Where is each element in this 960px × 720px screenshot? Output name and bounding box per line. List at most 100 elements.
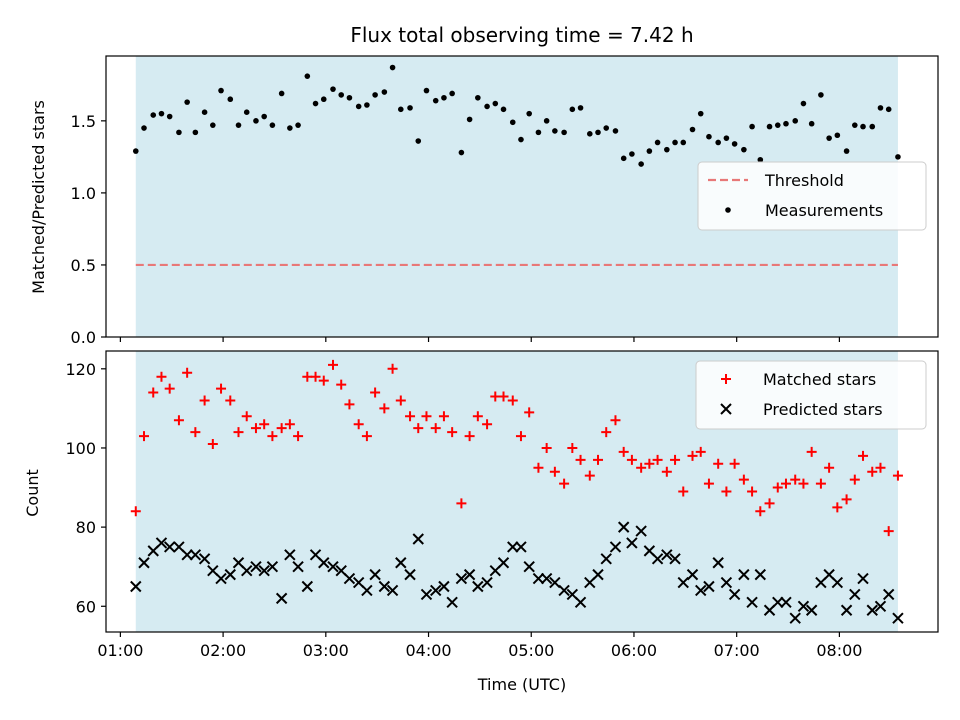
matched-star-point [747,486,758,497]
measurement-point [484,103,490,110]
y-tick-label: 0.0 [71,328,96,347]
matched-star-point [421,411,432,422]
predicted-star-point [163,541,176,553]
legend-matched-label: Matched stars [763,370,876,389]
matched-star-point [164,383,175,394]
x-tick-label: 01:00 [97,641,143,660]
matched-star-point [225,395,236,406]
measurement-point [741,146,747,153]
predicted-star-point [840,604,853,616]
top-panel-y-axis-label: Matched/Predicted stars [29,100,48,294]
predicted-star-point [481,576,493,589]
measurement-point [664,146,670,153]
matched-star-point [567,442,578,453]
matched-star-point [832,502,843,513]
predicted-star-point [703,580,715,593]
matched-star-point [755,506,766,517]
predicted-star-point [404,568,416,581]
predicted-star-point [772,596,784,609]
measurement-point [543,118,550,124]
measurement-point [235,122,242,128]
predicted-star-point [635,525,647,537]
matched-star-point [867,466,878,477]
matched-star-point [353,419,364,430]
predicted-star-point [695,584,707,597]
matched-star-point [515,431,526,442]
measurement-point [176,129,182,136]
matched-star-point [148,387,159,398]
x-tick-label: 08:00 [816,641,862,660]
matched-star-point [207,439,218,450]
matched-star-point [310,371,321,382]
predicted-star-point [669,553,681,565]
y-tick-label: 100 [65,439,96,458]
matched-star-point [328,359,339,370]
measurement-point [210,122,216,128]
predicted-star-point [412,533,424,545]
matched-star-point [182,367,193,378]
matched-star-point [379,403,390,414]
matched-star-point [507,395,518,406]
matched-star-point [395,395,406,406]
predicted-star-point [224,568,236,581]
measurement-point [141,125,147,131]
matched-star-point [533,462,544,473]
y-tick-label: 80 [76,518,96,537]
measurement-point [192,129,199,136]
measurement-point [808,120,815,127]
measurement-point [586,131,593,137]
measurement-point [150,112,157,118]
matched-star-point [652,454,663,465]
measurement-point [218,87,224,94]
measurement-point [201,109,208,115]
measurement-point [826,135,832,141]
predicted-star-point [558,584,570,597]
legend-threshold-label: Threshold [764,171,844,190]
matched-star-point [216,383,227,394]
predicted-star-point [266,560,279,573]
measurement-point [132,148,139,154]
matched-star-point [841,494,852,505]
predicted-star-point [138,557,150,569]
measurement-point [466,116,473,123]
legend-measurements-swatch [725,207,731,213]
predicted-star-point [420,588,433,601]
measurement-point [697,110,704,117]
matched-star-point [703,478,714,489]
matched-star-point [721,486,732,497]
series-matched-stars [130,359,903,537]
predicted-star-point [712,557,724,569]
predicted-star-point [720,576,733,589]
matched-star-point [405,411,416,422]
matched-star-point [361,431,372,442]
predicted-star-point [189,549,202,561]
matched-star-point [190,427,201,438]
measurement-point [706,133,712,140]
measurement-point [338,92,345,98]
predicted-star-point [369,568,381,581]
measurement-point [364,102,370,108]
measurement-point [184,99,190,105]
predicted-star-point [507,541,519,553]
measurement-point [397,106,404,113]
matched-star-point [772,482,783,493]
predicted-star-point [446,596,458,609]
predicted-star-point [609,541,622,553]
matched-star-point [498,391,509,402]
predicted-star-point [600,553,612,565]
measurement-point [646,148,653,154]
measurement-point [509,119,516,126]
measurement-point [492,100,499,107]
legend-matched-swatch [721,374,731,384]
measurement-point [680,139,687,146]
y-tick-label: 120 [65,360,96,379]
y-tick-label: 0.5 [71,256,96,275]
matched-star-point [618,446,629,457]
measurement-point [860,123,866,130]
panel-frame [105,55,939,338]
predicted-star-point [318,557,330,569]
predicted-star-point [738,568,750,581]
predicted-star-point [386,584,399,597]
matched-star-point [780,478,791,489]
